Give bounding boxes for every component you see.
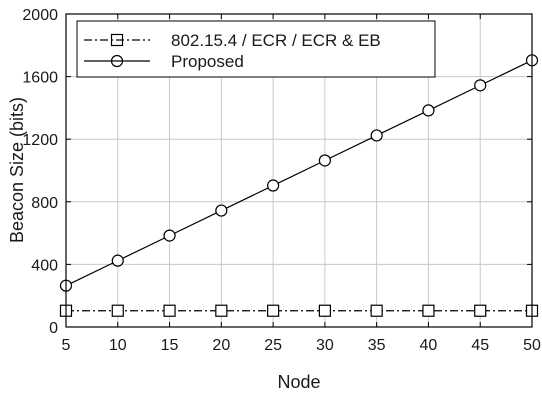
x-tick-label: 50 bbox=[523, 337, 541, 354]
data-point-circle bbox=[111, 254, 124, 267]
data-point-circle bbox=[215, 204, 228, 217]
series-layer bbox=[59, 54, 539, 317]
data-point-square bbox=[267, 304, 280, 317]
y-tick-label: 1200 bbox=[22, 132, 58, 149]
x-tick-label: 15 bbox=[161, 337, 179, 354]
data-point-square bbox=[318, 304, 331, 317]
y-tick-label: 1600 bbox=[22, 70, 58, 87]
data-point-square bbox=[163, 304, 176, 317]
x-tick-label: 40 bbox=[420, 337, 438, 354]
plot-frame bbox=[65, 13, 533, 328]
x-tick-label: 35 bbox=[368, 337, 386, 354]
series-line-1 bbox=[65, 59, 533, 287]
x-tick-label: 25 bbox=[264, 337, 282, 354]
legend-entry-series-0: 802.15.4 / ECR / ECR & EB bbox=[171, 31, 381, 50]
y-axis-title: Beacon Size (bits) bbox=[7, 97, 27, 243]
data-point-circle bbox=[267, 179, 280, 192]
data-point-circle bbox=[474, 79, 487, 92]
y-tick-label: 2000 bbox=[22, 7, 58, 24]
y-tick-label: 800 bbox=[31, 195, 58, 212]
x-axis-ticks: 5 10 15 20 25 30 35 40 45 50 bbox=[62, 14, 541, 354]
data-point-square bbox=[422, 304, 435, 317]
data-point-square bbox=[474, 304, 487, 317]
data-point-circle bbox=[370, 129, 383, 142]
data-point-square bbox=[370, 304, 383, 317]
x-tick-label: 30 bbox=[316, 337, 334, 354]
y-tick-label: 0 bbox=[49, 320, 58, 337]
data-point-square bbox=[215, 304, 228, 317]
legend: 802.15.4 / ECR / ECR & EB Proposed bbox=[76, 20, 436, 78]
x-tick-label: 45 bbox=[471, 337, 489, 354]
data-point-circle bbox=[318, 154, 331, 167]
x-tick-label: 10 bbox=[109, 337, 127, 354]
legend-marker-circle bbox=[110, 54, 124, 68]
x-tick-label: 20 bbox=[212, 337, 230, 354]
legend-entry-series-1: Proposed bbox=[171, 52, 244, 71]
data-point-circle bbox=[422, 104, 435, 117]
legend-box bbox=[76, 20, 436, 78]
x-axis-title: Node bbox=[277, 372, 320, 392]
legend-marker-square bbox=[110, 33, 124, 47]
data-point-circle bbox=[163, 229, 176, 242]
y-tick-label: 400 bbox=[31, 257, 58, 274]
x-tick-label: 5 bbox=[62, 337, 71, 354]
data-point-square bbox=[111, 304, 124, 317]
y-axis-ticks: 0 400 800 1200 1600 2000 bbox=[22, 7, 532, 337]
